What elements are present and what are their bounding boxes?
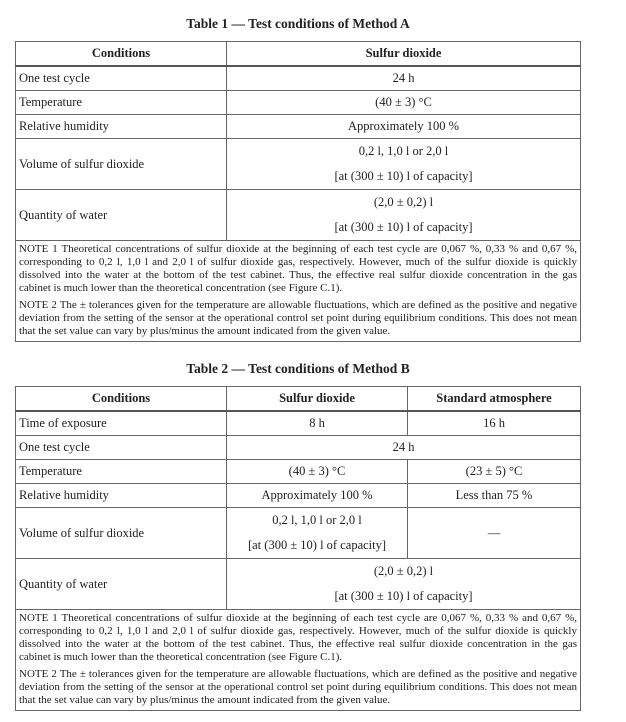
notes-cell: NOTE 1 Theoretical concentrations of sul… — [15, 240, 581, 342]
table-header-row: Conditions Sulfur dioxide — [15, 41, 581, 67]
table-row: Relative humidity Approximately 100 % — [15, 114, 581, 139]
table-row: Volume of sulfur dioxide 0,2 l, 1,0 l or… — [15, 138, 581, 190]
label-cell: Quantity of water — [15, 189, 227, 241]
table2: Conditions Sulfur dioxide Standard atmos… — [15, 386, 581, 711]
table-row: Quantity of water (2,0 ± 0,2) l [at (300 … — [15, 189, 581, 241]
value-line: [at (300 ± 10) l of capacity] — [334, 220, 473, 234]
table-header-row: Conditions Sulfur dioxide Standard atmos… — [15, 386, 581, 412]
header-cell: Standard atmosphere — [407, 386, 581, 412]
value-cell: (23 ± 5) °C — [407, 459, 581, 484]
table-row: Time of exposure 8 h 16 h — [15, 410, 581, 436]
value-cell: 8 h — [226, 410, 408, 436]
notes-row: NOTE 1 Theoretical concentrations of sul… — [15, 240, 581, 342]
label-cell: One test cycle — [15, 435, 227, 460]
label-cell: One test cycle — [15, 65, 227, 91]
value-line: [at (300 ± 10) l of capacity] — [334, 169, 473, 183]
label-cell: Temperature — [15, 90, 227, 115]
value-cell: (40 ± 3) °C — [226, 90, 581, 115]
value-cell: Approximately 100 % — [226, 483, 408, 508]
table-row: Quantity of water (2,0 ± 0,2) l [at (300 … — [15, 558, 581, 610]
value-line: (2,0 ± 0,2) l — [373, 195, 434, 209]
value-cell: 0,2 l, 1,0 l or 2,0 l [at (300 ± 10) l of… — [226, 507, 408, 559]
notes-row: NOTE 1 Theoretical concentrations of sul… — [15, 609, 581, 711]
header-cell: Sulfur dioxide — [226, 386, 408, 412]
table-row: Temperature (40 ± 3) °C (23 ± 5) °C — [15, 459, 581, 484]
value-line: [at (300 ± 10) l of capacity] — [334, 589, 473, 603]
value-cell: — — [407, 507, 581, 559]
table-row: Temperature (40 ± 3) °C — [15, 90, 581, 115]
value-cell: 24 h — [226, 435, 581, 460]
table1-title: Table 1 — Test conditions of Method A — [186, 16, 410, 31]
value-cell: (2,0 ± 0,2) l [at (300 ± 10) l of capacit… — [226, 189, 581, 241]
header-cell: Sulfur dioxide — [226, 41, 581, 67]
value-cell: (40 ± 3) °C — [226, 459, 408, 484]
value-cell: (2,0 ± 0,2) l [at (300 ± 10) l of capacit… — [226, 558, 581, 610]
header-cell: Conditions — [15, 41, 227, 67]
table1: Conditions Sulfur dioxide One test cycle… — [15, 41, 581, 342]
table-row: One test cycle 24 h — [15, 435, 581, 460]
value-cell: 24 h — [226, 65, 581, 91]
note-2: NOTE 2 The ± tolerances given for the te… — [19, 299, 577, 337]
label-cell: Relative humidity — [15, 114, 227, 139]
header-cell: Conditions — [15, 386, 227, 412]
table-row: Volume of sulfur dioxide 0,2 l, 1,0 l or… — [15, 507, 581, 559]
label-cell: Quantity of water — [15, 558, 227, 610]
value-cell: 16 h — [407, 410, 581, 436]
table-row: Relative humidity Approximately 100 % Le… — [15, 483, 581, 508]
value-cell: Less than 75 % — [407, 483, 581, 508]
value-cell: Approximately 100 % — [226, 114, 581, 139]
table2-title: Table 2 — Test conditions of Method B — [186, 361, 410, 376]
value-line: (2,0 ± 0,2) l — [373, 564, 434, 578]
note-1: NOTE 1 Theoretical concentrations of sul… — [19, 612, 577, 663]
note-2: NOTE 2 The ± tolerances given for the te… — [19, 668, 577, 706]
label-cell: Relative humidity — [15, 483, 227, 508]
label-cell: Time of exposure — [15, 410, 227, 436]
label-cell: Volume of sulfur dioxide — [15, 507, 227, 559]
value-line: [at (300 ± 10) l of capacity] — [247, 538, 387, 552]
value-line: 0,2 l, 1,0 l or 2,0 l — [272, 513, 362, 527]
value-line: 0,2 l, 1,0 l or 2,0 l — [358, 144, 449, 158]
label-cell: Volume of sulfur dioxide — [15, 138, 227, 190]
label-cell: Temperature — [15, 459, 227, 484]
notes-cell: NOTE 1 Theoretical concentrations of sul… — [15, 609, 581, 711]
note-1: NOTE 1 Theoretical concentrations of sul… — [19, 243, 577, 294]
table-row: One test cycle 24 h — [15, 65, 581, 91]
value-cell: 0,2 l, 1,0 l or 2,0 l [at (300 ± 10) l of… — [226, 138, 581, 190]
